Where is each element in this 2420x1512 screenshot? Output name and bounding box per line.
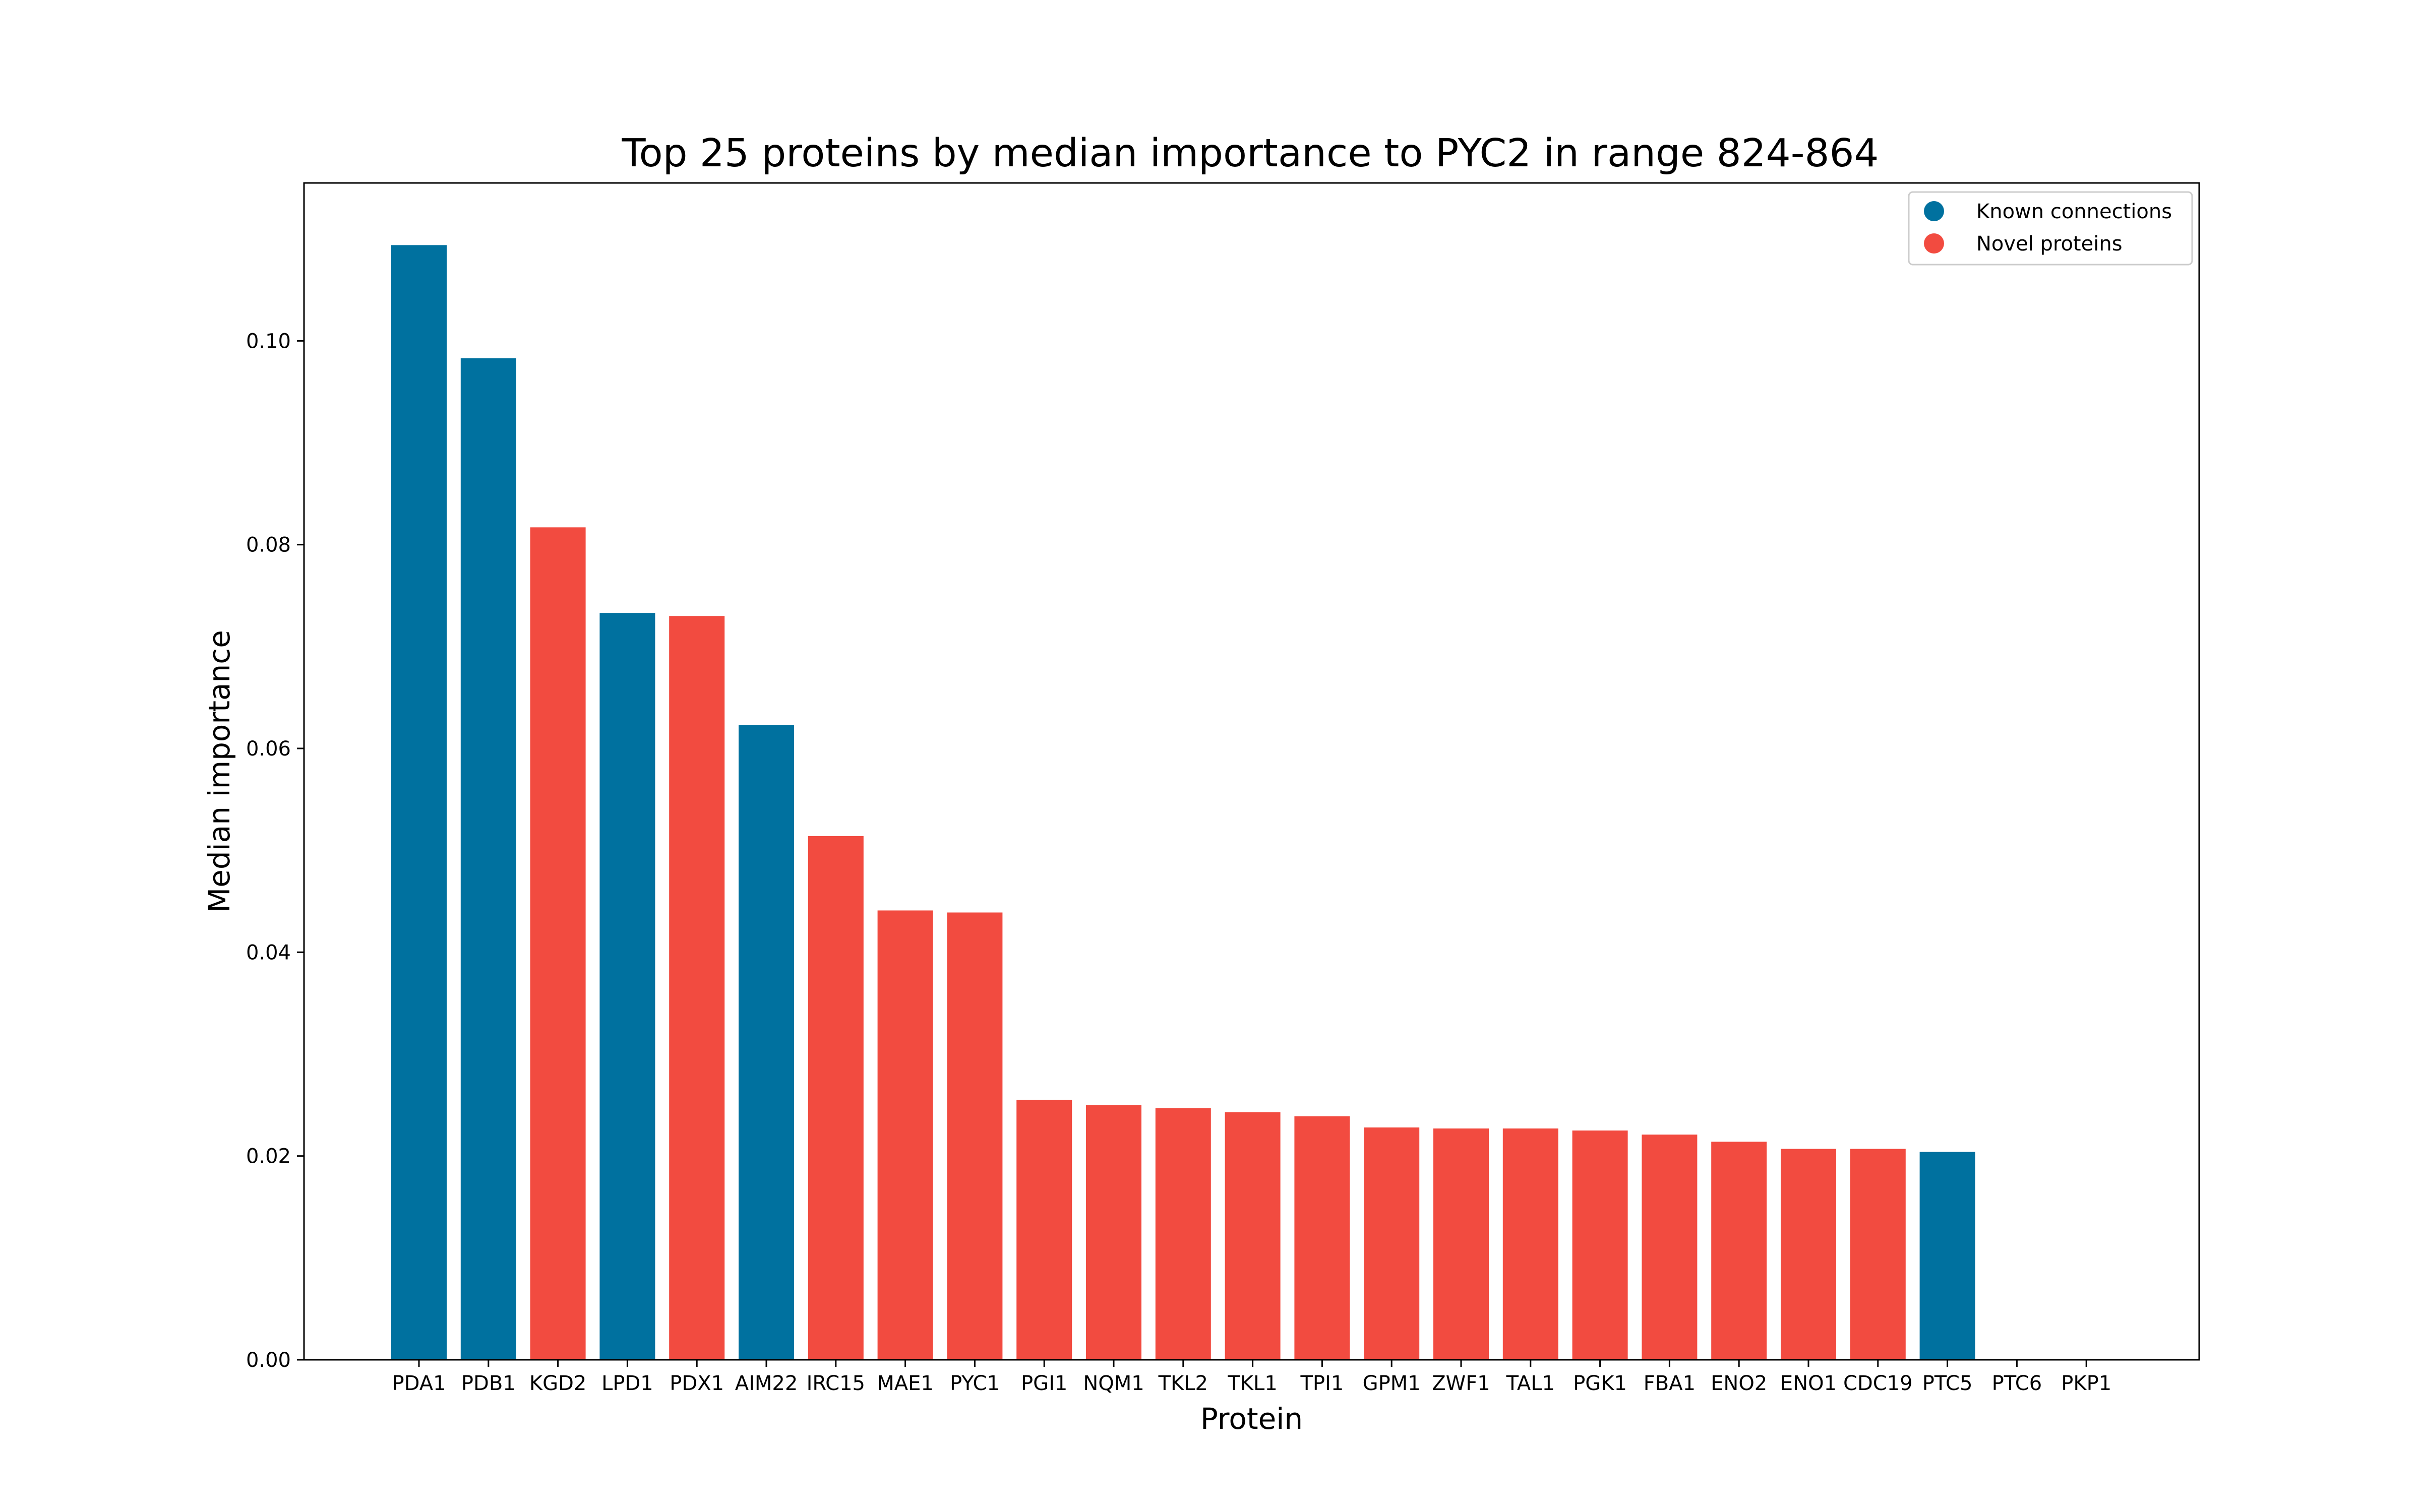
legend-marker-known (1924, 201, 1944, 221)
bar-pyc1 (947, 912, 1003, 1360)
x-tick-label: PDA1 (392, 1372, 446, 1395)
x-tick-label: TKL2 (1158, 1372, 1208, 1395)
bar-mae1 (877, 910, 933, 1360)
y-tick-label: 0.06 (246, 737, 291, 761)
bar-tkl2 (1155, 1108, 1211, 1360)
bar-pdx1 (669, 616, 725, 1360)
x-tick-label: GPM1 (1363, 1372, 1421, 1395)
bar-eno2 (1711, 1142, 1767, 1360)
bar-eno1 (1781, 1149, 1836, 1360)
x-tick-label: ZWF1 (1432, 1372, 1490, 1395)
bar-tkl1 (1225, 1112, 1281, 1360)
y-tick-label: 0.10 (246, 330, 291, 353)
bar-gpm1 (1364, 1127, 1420, 1360)
x-tick-label: KGD2 (529, 1372, 586, 1395)
x-tick-label: FBA1 (1644, 1372, 1696, 1395)
x-tick-label: AIM22 (735, 1372, 798, 1395)
x-tick-label: TAL1 (1506, 1372, 1555, 1395)
x-tick-label: ENO2 (1711, 1372, 1767, 1395)
y-tick-label: 0.00 (246, 1349, 291, 1372)
bar-lpd1 (599, 613, 655, 1360)
x-tick-label: IRC15 (807, 1372, 865, 1395)
legend-label-known: Known connections (1976, 200, 2172, 223)
bar-pgi1 (1016, 1100, 1072, 1360)
bar-tpi1 (1294, 1116, 1350, 1360)
legend-label-novel: Novel proteins (1976, 232, 2123, 256)
bar-cdc19 (1850, 1149, 1906, 1360)
x-axis: PDA1 PDB1 KGD2 LPD1 PDX1 AIM22 IRC15 MAE1 PYC1 PG… (392, 1360, 2111, 1395)
bar-tal1 (1502, 1128, 1558, 1360)
x-tick-label: ENO1 (1780, 1372, 1837, 1395)
bars-group (391, 245, 1975, 1360)
bar-pda1 (391, 245, 447, 1360)
y-tick-label: 0.04 (246, 941, 291, 964)
x-tick-label: PDB1 (461, 1372, 516, 1395)
x-tick-label: PKP1 (2061, 1372, 2111, 1395)
bar-zwf1 (1433, 1128, 1489, 1360)
legend-box (1908, 191, 2193, 266)
x-tick-label: TKL1 (1227, 1372, 1277, 1395)
chart-title: Top 25 proteins by median importance to … (622, 131, 1879, 176)
y-axis-label: Median importance (202, 630, 236, 913)
bar-irc15 (808, 836, 864, 1360)
bar-pgk1 (1572, 1130, 1628, 1360)
bar-pdb1 (460, 358, 516, 1360)
x-tick-label: PGI1 (1021, 1372, 1067, 1395)
x-tick-label: PYC1 (950, 1372, 1000, 1395)
x-tick-label: MAE1 (877, 1372, 934, 1395)
legend: Known connections Novel proteins (1908, 191, 2193, 266)
x-axis-label: Protein (1200, 1402, 1303, 1436)
legend-marker-novel (1924, 233, 1944, 254)
bar-fba1 (1642, 1135, 1698, 1360)
x-tick-label: CDC19 (1843, 1372, 1913, 1395)
x-tick-label: LPD1 (601, 1372, 653, 1395)
x-tick-label: NQM1 (1083, 1372, 1144, 1395)
x-tick-label: PDX1 (670, 1372, 724, 1395)
bar-aim22 (739, 725, 794, 1360)
plot-area-frame (303, 182, 2200, 1361)
y-tick-label: 0.02 (246, 1145, 291, 1168)
x-tick-label: TPI1 (1300, 1372, 1344, 1395)
bar-nqm1 (1086, 1105, 1141, 1360)
x-tick-label: PGK1 (1573, 1372, 1627, 1395)
bar-ptc5 (1919, 1152, 1975, 1360)
y-tick-label: 0.08 (246, 534, 291, 557)
bar-kgd2 (530, 527, 586, 1360)
x-tick-label: PTC5 (1922, 1372, 1973, 1395)
y-axis: 0.00 0.02 0.04 0.06 0.08 0.10 (246, 330, 304, 1372)
x-tick-label: PTC6 (1992, 1372, 2042, 1395)
